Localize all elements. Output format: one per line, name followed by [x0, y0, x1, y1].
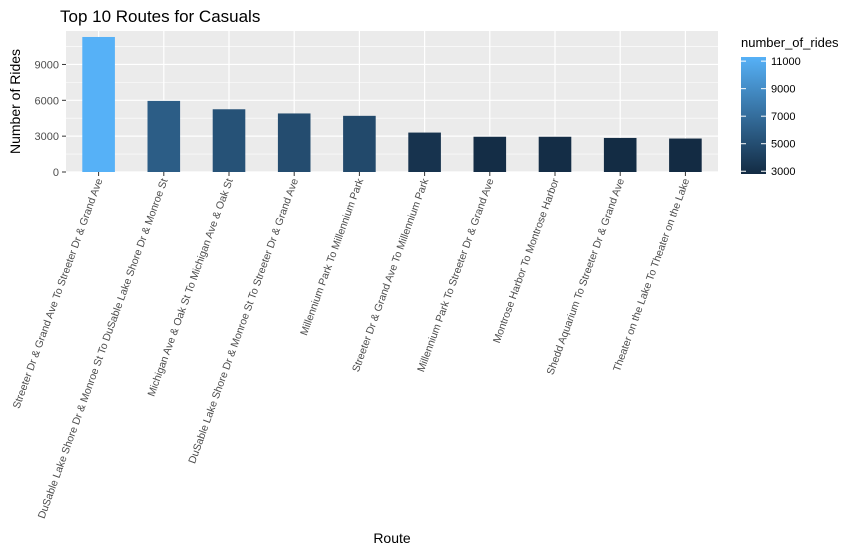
legend-tick-label: 11000 — [771, 56, 801, 68]
bars — [82, 36, 702, 172]
bar — [669, 138, 702, 172]
y-tick-label: 6000 — [35, 95, 59, 107]
legend-tick-label: 7000 — [771, 111, 795, 123]
bar — [603, 137, 637, 172]
legend-colorbar — [741, 57, 766, 174]
legend: number_of_rides 11000 9000 7000 5000 3000 — [741, 35, 839, 178]
bar — [212, 109, 246, 172]
y-axis-title: Number of Rides — [7, 49, 23, 154]
bar — [538, 136, 572, 172]
legend-tick-label: 3000 — [771, 166, 795, 178]
chart-title: Top 10 Routes for Casuals — [60, 7, 260, 26]
legend-title: number_of_rides — [741, 35, 839, 50]
bar — [82, 36, 115, 172]
bar — [408, 132, 441, 172]
legend-ticks: 11000 9000 7000 5000 3000 — [741, 56, 801, 178]
y-tick-label: 3000 — [35, 131, 59, 143]
x-axis-title: Route — [373, 530, 411, 546]
legend-tick-label: 5000 — [771, 139, 795, 151]
y-axis: 0 3000 6000 9000 — [35, 59, 66, 179]
y-tick-label: 0 — [53, 167, 59, 179]
bar — [473, 136, 507, 172]
bar — [147, 100, 181, 172]
y-tick-label: 9000 — [35, 59, 59, 71]
bar — [277, 113, 311, 172]
bar — [343, 115, 376, 172]
legend-tick-label: 9000 — [771, 84, 795, 96]
